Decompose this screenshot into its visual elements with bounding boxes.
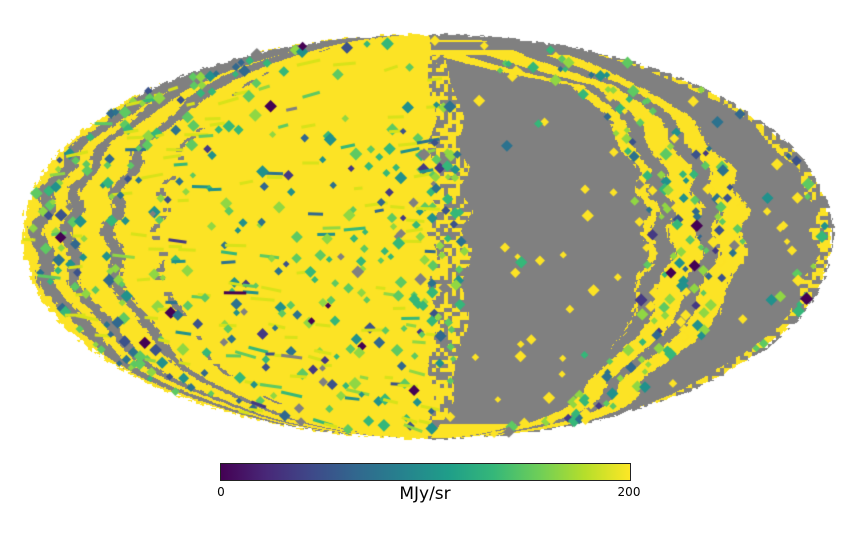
colorbar-min-tick: 0 — [217, 485, 225, 499]
colorbar-unit-label: MJy/sr — [399, 484, 451, 504]
colorbar-max-tick: 200 — [617, 485, 641, 499]
colorbar-gradient — [220, 463, 631, 481]
mollweide-projection-map — [0, 0, 850, 458]
